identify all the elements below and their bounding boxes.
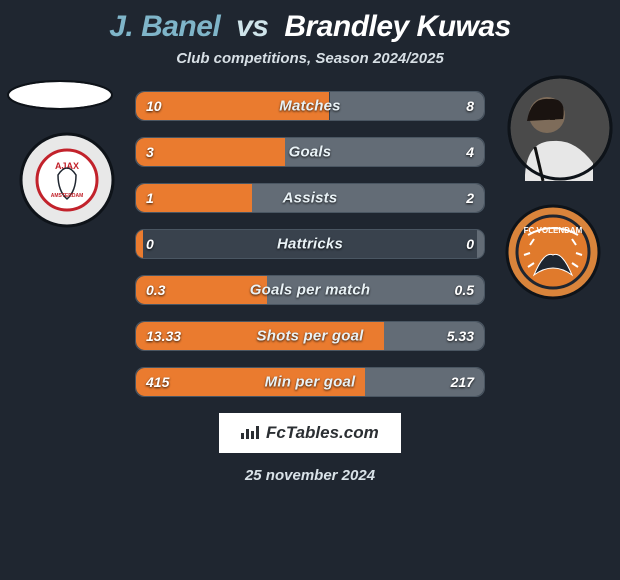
footer: FcTables.com 25 november 2024 — [0, 413, 620, 484]
metric-label: Hattricks — [277, 236, 343, 253]
subtitle: Club competitions, Season 2024/2025 — [0, 50, 620, 67]
stat-bar: 415 217 Min per goal — [135, 367, 485, 397]
brand-box: FcTables.com — [219, 413, 400, 453]
value-right: 0.5 — [455, 282, 474, 298]
value-left: 13.33 — [146, 328, 181, 344]
stat-row: 1 2 Assists — [135, 183, 485, 213]
value-right: 217 — [451, 374, 474, 390]
metric-label: Goals — [289, 144, 332, 161]
content: AJAX AMSTERDAM FC VOLENDAM 108Matches34G… — [0, 73, 620, 397]
brand-text: FcTables.com — [266, 423, 379, 442]
bar-left — [136, 230, 143, 258]
bar-left — [136, 138, 285, 166]
title: J. Banel vs Brandley Kuwas — [0, 10, 620, 44]
player1-name: J. Banel — [109, 10, 220, 43]
value-right: 2 — [466, 190, 474, 206]
value-left: 3 — [146, 144, 154, 160]
stat-bars: 10 8 Matches 3 4 Goals 1 2 Assists 0 0 Hattricks 0.3… — [135, 91, 485, 397]
header: J. Banel vs Brandley Kuwas Club competit… — [0, 0, 620, 73]
value-left: 10 — [146, 98, 162, 114]
stat-bar: 3 4 Goals — [135, 137, 485, 167]
player1-club-text: AJAX — [55, 161, 79, 171]
stat-row: 0.3 0.5 Goals per match — [135, 275, 485, 305]
player2-avatar — [507, 75, 613, 181]
bar-right — [330, 92, 485, 120]
chart-icon — [241, 425, 259, 439]
value-right: 4 — [466, 144, 474, 160]
svg-text:AMSTERDAM: AMSTERDAM — [51, 193, 84, 199]
date-text: 25 november 2024 — [0, 467, 620, 484]
value-right: 5.33 — [447, 328, 474, 344]
value-left: 0.3 — [146, 282, 165, 298]
value-left: 0 — [146, 236, 154, 252]
value-left: 415 — [146, 374, 169, 390]
metric-label: Assists — [283, 190, 338, 207]
metric-label: Matches — [279, 98, 340, 115]
metric-label: Goals per match — [250, 282, 371, 299]
player2-name: Brandley Kuwas — [284, 10, 510, 43]
bar-right — [477, 230, 484, 258]
metric-label: Min per goal — [265, 374, 356, 391]
stat-bar: 1 2 Assists — [135, 183, 485, 213]
stat-row: 10 8 Matches — [135, 91, 485, 121]
player2-club-logo: FC VOLENDAM — [504, 203, 602, 301]
stat-bar: 0 0 Hattricks — [135, 229, 485, 259]
stat-bar: 0.3 0.5 Goals per match — [135, 275, 485, 305]
svg-text:FC VOLENDAM: FC VOLENDAM — [524, 226, 583, 235]
stat-bar: 10 8 Matches — [135, 91, 485, 121]
metric-label: Shots per goal — [257, 328, 364, 345]
stat-row: 13.33 5.33 Shots per goal — [135, 321, 485, 351]
player1-club-logo: AJAX AMSTERDAM — [18, 131, 116, 229]
value-right: 8 — [466, 98, 474, 114]
value-right: 0 — [466, 236, 474, 252]
value-left: 1 — [146, 190, 154, 206]
stat-row: 3 4 Goals — [135, 137, 485, 167]
vs-label: vs — [236, 10, 268, 43]
stat-row: 415 217 Min per goal — [135, 367, 485, 397]
stat-bar: 13.33 5.33 Shots per goal — [135, 321, 485, 351]
stat-row: 0 0 Hattricks — [135, 229, 485, 259]
